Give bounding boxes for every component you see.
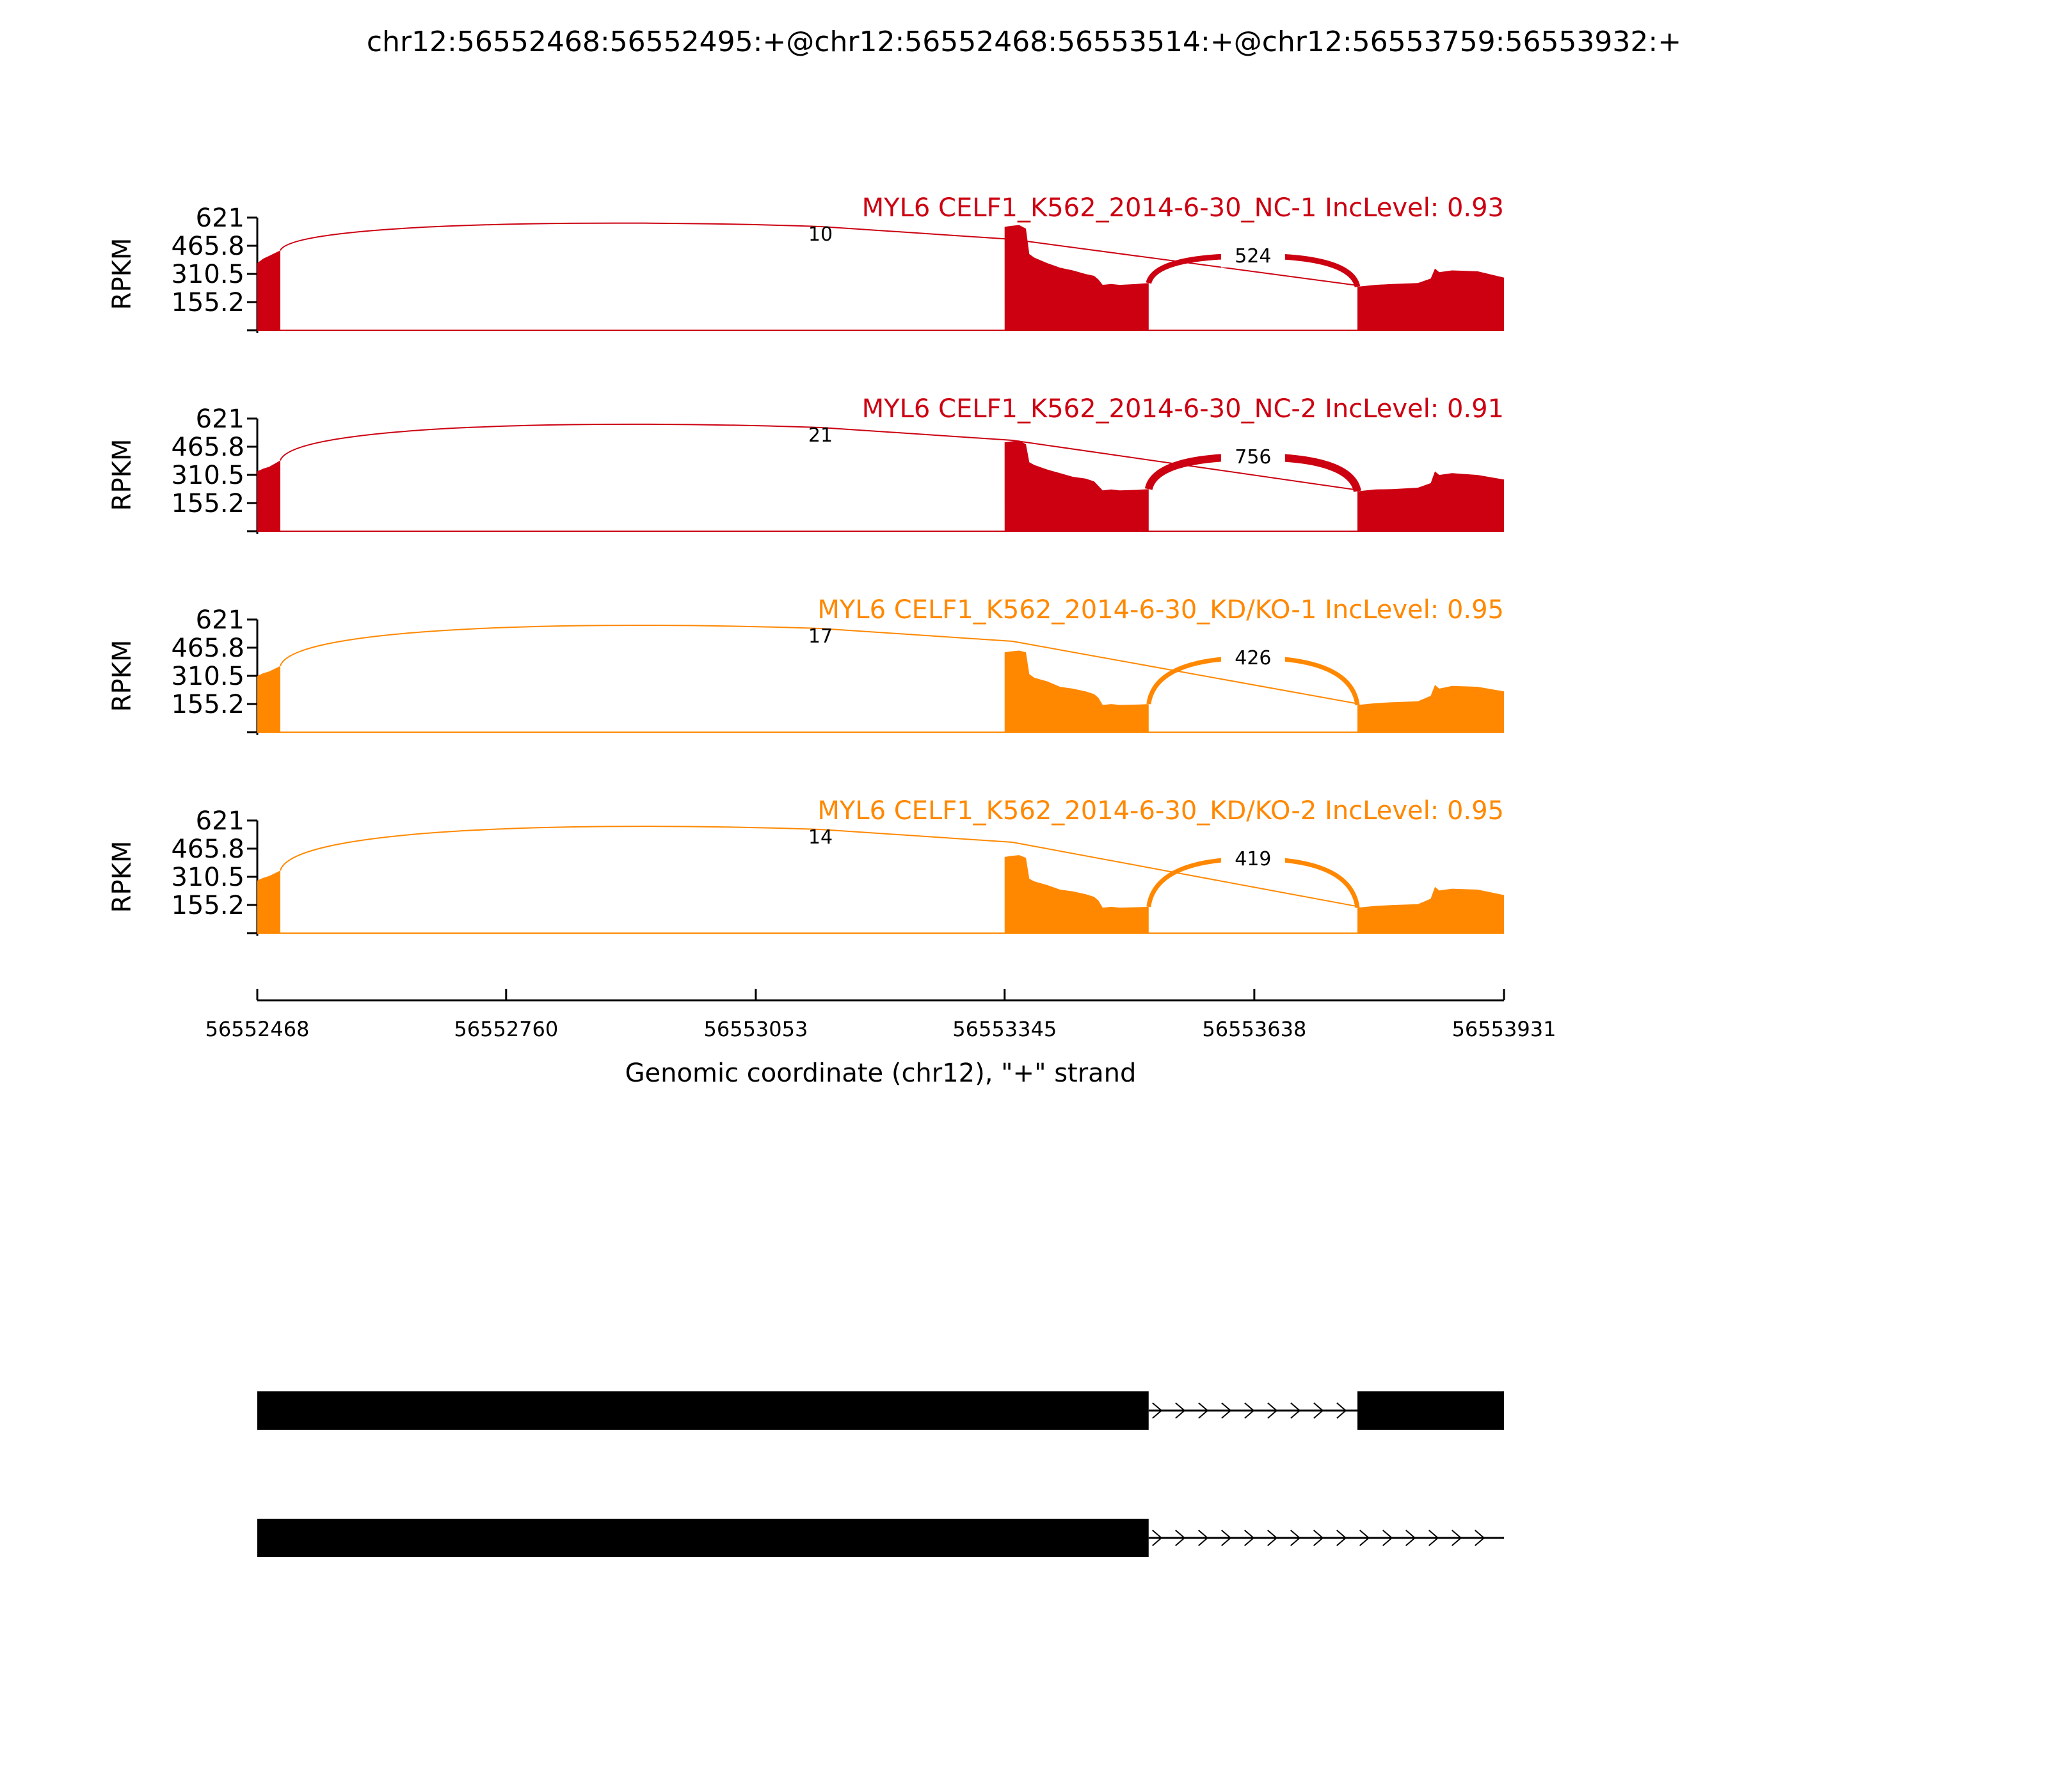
y-axis-label: RPKM [108,238,137,310]
strand-arrow [1267,1402,1278,1419]
junction-arc-exclusion [279,826,1358,908]
strand-arrow [1313,1530,1324,1546]
strand-arrow [1198,1530,1209,1546]
y-tick-label: 310.5 [171,461,244,490]
junction-count-exclusion: 10 [808,223,833,246]
y-axis-label: RPKM [108,640,137,712]
strand-arrow [1475,1530,1485,1546]
strand-arrow [1198,1402,1209,1419]
y-axis-label: RPKM [108,841,137,913]
strand-arrow [1336,1402,1347,1419]
sample-label: MYL6 CELF1_K562_2014-6-30_KD/KO-2 IncLev… [817,796,1504,826]
coverage-area-e2 [1004,855,1149,933]
y-tick-label: 310.5 [171,863,244,892]
coverage-area-e1 [257,870,280,933]
junction-arc-exclusion [280,423,1358,491]
y-tick-label: 465.8 [171,634,244,663]
x-tick-label: 56553345 [952,1017,1057,1041]
x-tick-label: 56552760 [454,1017,558,1041]
y-tick-label: 310.5 [171,260,244,289]
y-tick-label: 465.8 [171,433,244,462]
y-tick-label: 465.8 [171,232,244,261]
strand-arrow [1244,1530,1255,1546]
strand-arrow [1290,1530,1301,1546]
strand-arrow [1175,1530,1186,1546]
coverage-area-e2 [1004,650,1149,732]
junction-label-box [1220,844,1285,870]
figure-title: chr12:56552468:56552495:+@chr12:56552468… [367,26,1681,58]
strand-arrow [1405,1530,1416,1546]
junction-count-exclusion: 17 [808,625,833,648]
y-tick-label: 155.2 [171,690,244,719]
x-axis-label: Genomic coordinate (chr12), "+" strand [625,1059,1137,1088]
junction-label-box [1220,241,1285,268]
y-tick-label: 621 [196,806,244,836]
x-tick-label: 56552468 [205,1017,310,1041]
junction-count-exclusion: 21 [808,424,833,447]
coverage-area-e1 [257,666,280,732]
x-tick-label: 56553931 [1452,1017,1556,1041]
y-tick-label: 621 [196,204,244,233]
x-tick-label: 56553638 [1202,1017,1306,1041]
gene-model-2 [257,1519,1504,1557]
y-tick-label: 465.8 [171,835,244,864]
junction-count-exclusion: 14 [808,826,833,849]
gene-models [257,1391,1504,1557]
strand-arrow [1313,1402,1324,1419]
gene-model-1 [257,1391,1504,1430]
strand-arrow [1336,1530,1347,1546]
strand-arrow [1175,1402,1186,1419]
coverage-area-e3 [1357,471,1504,531]
strand-arrow [1221,1402,1232,1419]
exon-block-2 [1357,1391,1504,1430]
junction-label-box [1220,643,1285,669]
x-axis: Genomic coordinate (chr12), "+" strand 5… [205,989,1556,1088]
coverage-area-e3 [1357,268,1504,330]
junction-count-inclusion: 756 [1235,446,1271,468]
coverage-area-e1 [257,250,280,330]
coverage-area-e3 [1357,886,1504,933]
strand-arrow [1359,1530,1370,1546]
y-tick-label: 621 [196,605,244,635]
y-tick-label: 155.2 [171,891,244,920]
junction-count-inclusion: 419 [1235,848,1271,870]
junction-arc-exclusion [279,625,1358,705]
strand-arrow [1267,1530,1278,1546]
coverage-area-e3 [1357,685,1504,732]
coverage-area-e2 [1004,225,1149,330]
strand-arrow [1244,1402,1255,1419]
strand-arrow [1452,1530,1462,1546]
coverage-area-e2 [1004,440,1149,531]
strand-arrow [1428,1530,1439,1546]
x-tick-label: 56553053 [703,1017,808,1041]
junction-count-inclusion: 524 [1235,245,1271,268]
exon-block-1 [257,1391,1149,1430]
y-tick-label: 621 [196,404,244,434]
strand-arrow [1221,1530,1232,1546]
exon-block-1 [257,1519,1149,1557]
strand-arrow [1152,1402,1163,1419]
coverage-area-e1 [257,460,280,531]
y-axis-label: RPKM [108,439,137,511]
junction-label-box [1220,442,1285,468]
y-tick-label: 155.2 [171,288,244,317]
sample-label: MYL6 CELF1_K562_2014-6-30_KD/KO-1 IncLev… [817,595,1504,625]
strand-arrow [1152,1530,1163,1546]
strand-arrow [1290,1402,1301,1419]
sample-label: MYL6 CELF1_K562_2014-6-30_NC-2 IncLevel:… [862,394,1504,424]
sample-label: MYL6 CELF1_K562_2014-6-30_NC-1 IncLevel:… [862,193,1504,223]
y-tick-label: 310.5 [171,662,244,691]
junction-count-inclusion: 426 [1235,647,1271,669]
junction-arc-exclusion [280,222,1358,286]
y-tick-label: 155.2 [171,489,244,518]
strand-arrow [1382,1530,1393,1546]
